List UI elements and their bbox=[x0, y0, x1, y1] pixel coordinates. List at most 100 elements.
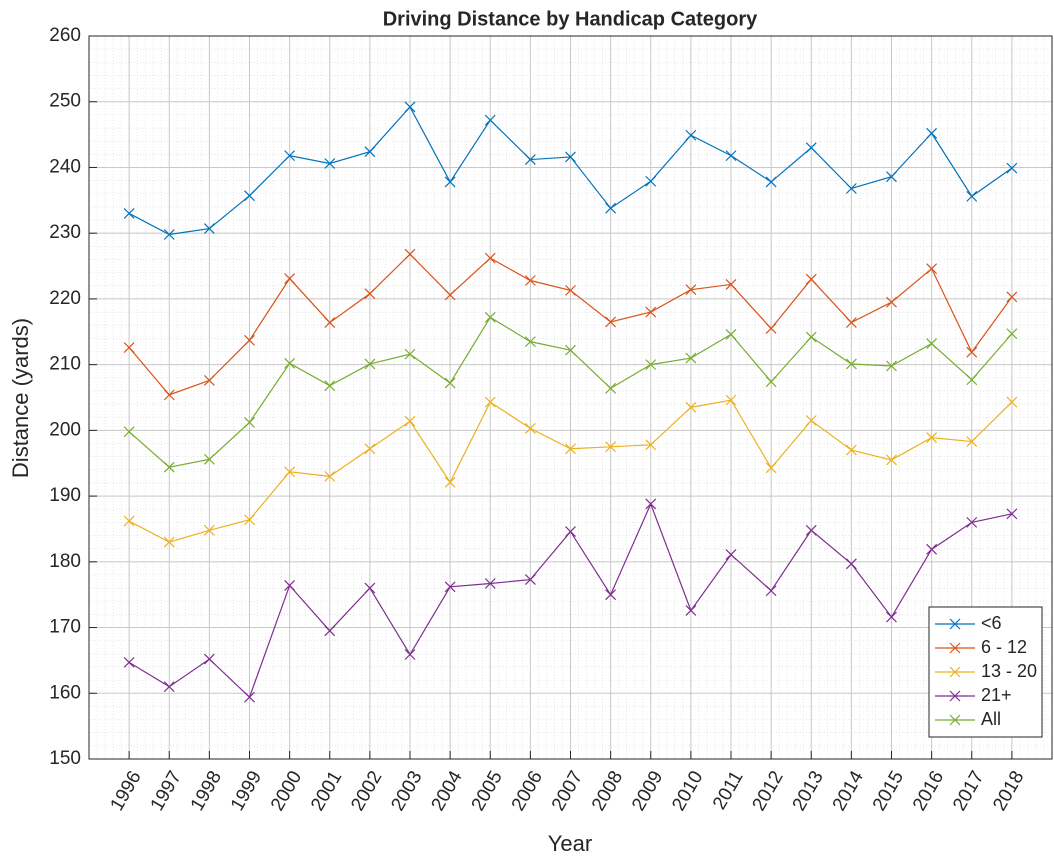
data-marker bbox=[364, 146, 376, 158]
chart-title: Driving Distance by Handicap Category bbox=[383, 8, 758, 30]
data-marker bbox=[926, 127, 938, 139]
data-marker bbox=[685, 401, 697, 413]
data-marker bbox=[123, 208, 135, 219]
y-tick-label: 250 bbox=[49, 91, 81, 112]
data-marker bbox=[324, 317, 336, 328]
data-marker bbox=[565, 443, 576, 455]
data-marker bbox=[364, 288, 376, 300]
x-tick-label: 2009 bbox=[628, 768, 667, 815]
data-marker bbox=[765, 462, 777, 474]
data-marker bbox=[966, 516, 978, 528]
data-marker bbox=[805, 331, 817, 343]
data-marker bbox=[966, 346, 978, 358]
data-marker bbox=[324, 380, 336, 392]
data-marker bbox=[444, 176, 456, 188]
data-marker bbox=[364, 443, 376, 455]
legend-label: All bbox=[981, 709, 1001, 729]
x-tick-label: 2006 bbox=[508, 768, 547, 815]
data-marker bbox=[645, 439, 657, 451]
data-marker bbox=[845, 317, 857, 328]
y-tick-label: 160 bbox=[49, 682, 81, 703]
data-marker bbox=[805, 415, 817, 426]
legend-marker bbox=[949, 618, 961, 630]
x-tick-label: 2004 bbox=[427, 767, 467, 814]
data-marker bbox=[163, 461, 175, 473]
data-marker bbox=[244, 190, 255, 202]
data-marker bbox=[725, 279, 737, 290]
data-marker bbox=[765, 585, 777, 597]
x-tick-label: 2012 bbox=[748, 768, 787, 815]
y-tick-label: 150 bbox=[49, 748, 81, 769]
data-marker bbox=[845, 444, 857, 456]
data-marker bbox=[244, 691, 255, 703]
data-marker bbox=[605, 316, 617, 328]
x-axis-label: Year bbox=[548, 831, 592, 856]
data-marker bbox=[203, 374, 215, 386]
data-marker bbox=[886, 296, 897, 308]
y-tick-label: 210 bbox=[49, 354, 81, 375]
data-marker bbox=[244, 514, 255, 526]
legend-marker bbox=[949, 666, 961, 678]
x-tick-label: 2007 bbox=[548, 768, 587, 815]
legend-marker bbox=[949, 642, 961, 654]
x-tick-label: 1999 bbox=[227, 768, 266, 815]
y-tick-label: 240 bbox=[49, 156, 81, 177]
x-tick-label: 2014 bbox=[829, 767, 869, 814]
data-marker bbox=[565, 151, 576, 163]
y-tick-label: 180 bbox=[49, 551, 81, 572]
x-tick-label: 2000 bbox=[267, 768, 306, 815]
data-marker bbox=[805, 524, 817, 536]
data-marker bbox=[524, 336, 536, 348]
legend-label: <6 bbox=[981, 613, 1002, 633]
data-marker bbox=[845, 558, 857, 570]
y-axis-label: Distance (yards) bbox=[8, 318, 33, 478]
data-marker bbox=[725, 394, 737, 406]
data-marker bbox=[404, 101, 416, 113]
data-marker bbox=[1006, 162, 1018, 174]
y-tick-label: 200 bbox=[49, 419, 81, 440]
data-marker bbox=[324, 470, 336, 482]
data-marker bbox=[805, 273, 817, 285]
legend-label: 21+ bbox=[981, 685, 1012, 705]
data-marker bbox=[685, 284, 697, 296]
data-marker bbox=[685, 129, 697, 141]
data-marker bbox=[404, 348, 416, 360]
data-marker bbox=[444, 581, 456, 593]
data-marker bbox=[284, 150, 296, 162]
data-marker bbox=[364, 582, 376, 594]
data-marker bbox=[484, 396, 496, 408]
data-marker bbox=[444, 476, 456, 488]
data-marker bbox=[565, 344, 576, 356]
data-marker bbox=[163, 681, 175, 693]
data-marker bbox=[1006, 328, 1018, 340]
data-marker bbox=[444, 377, 456, 389]
data-marker bbox=[725, 549, 737, 561]
data-marker bbox=[524, 275, 536, 286]
data-marker bbox=[163, 536, 175, 548]
data-marker bbox=[605, 382, 617, 394]
x-tick-label: 2016 bbox=[909, 768, 948, 815]
data-marker bbox=[605, 441, 617, 453]
data-marker bbox=[484, 578, 496, 589]
data-marker bbox=[123, 342, 135, 353]
data-marker bbox=[484, 252, 496, 264]
data-marker bbox=[524, 154, 536, 165]
data-marker bbox=[203, 453, 215, 465]
data-marker bbox=[725, 150, 737, 162]
data-marker bbox=[284, 466, 296, 478]
data-marker bbox=[565, 526, 576, 538]
y-tick-label: 260 bbox=[49, 25, 81, 46]
data-marker bbox=[484, 311, 496, 323]
data-marker bbox=[404, 415, 416, 427]
data-marker bbox=[765, 323, 777, 334]
data-marker bbox=[123, 656, 135, 668]
data-marker bbox=[203, 524, 215, 536]
x-tick-label: 2010 bbox=[668, 768, 707, 815]
legend-marker bbox=[949, 714, 961, 726]
legend-label: 6 - 12 bbox=[981, 637, 1027, 657]
legend-label: 13 - 20 bbox=[981, 661, 1037, 681]
data-marker bbox=[404, 248, 416, 260]
data-marker bbox=[1006, 291, 1018, 303]
y-tick-label: 230 bbox=[49, 222, 81, 243]
legend: <6 6 - 12 13 - 20 21+ All bbox=[928, 606, 1043, 738]
